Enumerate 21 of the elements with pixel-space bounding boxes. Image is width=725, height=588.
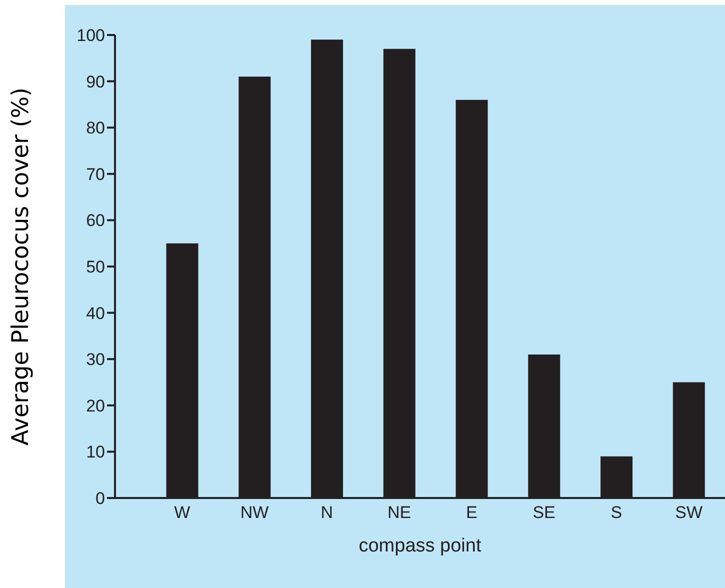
y-tick-label: 50 <box>86 258 105 277</box>
x-tick-label: NW <box>240 503 269 522</box>
y-tick-label: 90 <box>86 72 105 92</box>
y-tick-label: 0 <box>96 489 105 508</box>
y-tick-label: 30 <box>86 350 105 370</box>
y-tick-label: 60 <box>86 211 105 230</box>
y-tick-label: 10 <box>86 442 105 462</box>
x-tick-label: S <box>610 503 622 522</box>
x-tick-label: SW <box>675 503 703 522</box>
y-axis-title: Average Pleurococus cover (%) <box>8 87 34 446</box>
x-tick-label: E <box>466 503 478 522</box>
y-tick-label: 40 <box>86 304 105 323</box>
y-tick-label: 70 <box>86 164 105 184</box>
y-tick-label: 100 <box>76 26 105 46</box>
x-axis-title: compass point <box>358 535 482 556</box>
x-tick-label: SE <box>532 503 556 522</box>
x-tick-label: N <box>320 503 334 522</box>
x-tick-label: W <box>174 503 190 522</box>
y-tick-label: 80 <box>86 118 105 138</box>
y-tick-label: 20 <box>86 396 105 416</box>
x-tick-label: NE <box>388 503 412 522</box>
